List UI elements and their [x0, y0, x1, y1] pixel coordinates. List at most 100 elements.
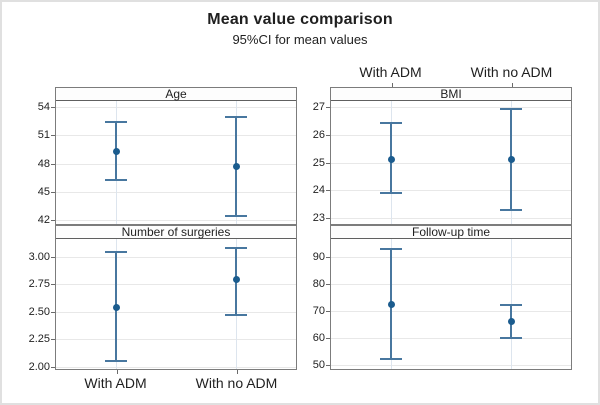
chart-subtitle: 95%CI for mean values	[232, 32, 368, 47]
y-tick-label: 60	[312, 331, 325, 344]
y-tick-label: 51	[37, 129, 50, 142]
plot-area-number-of-surgeries: 3.00 2.75 2.50 2.25 2.00	[29, 239, 296, 373]
error-bar-cap-bottom	[380, 192, 402, 195]
y-tick-mark	[51, 191, 55, 193]
h-gridline	[56, 191, 296, 193]
plot-area-age: 54 51 48 45 42	[38, 101, 296, 226]
panel-bmi: BMI 27 26 25 24 23	[313, 83, 572, 225]
y-tick-mark	[51, 284, 55, 286]
error-bar-cap-top	[500, 304, 522, 307]
y-tick-mark	[326, 106, 330, 108]
error-bar-cap-bottom	[500, 336, 522, 339]
h-gridline	[56, 339, 296, 341]
y-tick-label: 2.75	[28, 278, 50, 291]
h-gridline	[56, 284, 296, 286]
panel-strip: Age	[56, 88, 296, 101]
y-tick-label: 24	[312, 184, 325, 197]
y-tick-mark	[326, 310, 330, 312]
x-tick-mark	[237, 370, 238, 374]
h-gridline	[331, 190, 571, 192]
panel-follow-up-time: Follow-up time 90 80 70 60 50	[313, 225, 572, 371]
y-tick-mark	[326, 283, 330, 285]
error-bar-cap-top	[380, 122, 402, 125]
h-gridline	[56, 163, 296, 165]
y-tick-label: 50	[312, 358, 325, 371]
h-gridline	[56, 135, 296, 137]
y-tick-mark	[51, 220, 55, 222]
y-tick-mark	[326, 256, 330, 258]
bottom-axis-label-with-no-adm: With no ADM	[195, 375, 278, 391]
mean-marker	[507, 318, 515, 326]
panel-strip: BMI	[331, 88, 571, 101]
y-tick-label: 54	[37, 101, 50, 114]
y-tick-mark	[51, 163, 55, 165]
plot-area-bmi: 27 26 25 24 23	[313, 101, 571, 224]
y-tick-label: 3.00	[28, 250, 50, 263]
top-axis-label-with-no-adm: With no ADM	[470, 64, 553, 80]
panel-strip: Number of surgeries	[56, 226, 296, 239]
h-gridline	[331, 218, 571, 220]
y-tick-mark	[326, 162, 330, 164]
y-tick-label: 2.50	[28, 305, 50, 318]
h-gridline	[331, 134, 571, 136]
error-bar-cap-top	[500, 108, 522, 111]
x-tick-mark	[512, 83, 513, 87]
h-gridline	[331, 364, 571, 366]
panel-title-bmi: BMI	[440, 87, 462, 101]
y-tick-label: 48	[37, 157, 50, 170]
y-tick-mark	[326, 218, 330, 220]
y-tick-label: 25	[312, 156, 325, 169]
error-bar-cap-bottom	[380, 358, 402, 361]
y-tick-label: 80	[312, 277, 325, 290]
mean-marker	[232, 163, 240, 170]
y-tick-label: 26	[312, 128, 325, 141]
y-tick-mark	[51, 311, 55, 313]
y-tick-label: 2.00	[28, 360, 50, 373]
y-tick-mark	[326, 134, 330, 136]
x-tick-mark	[117, 370, 118, 374]
h-gridline	[56, 220, 296, 222]
h-gridline	[331, 256, 571, 258]
mean-marker	[387, 300, 395, 308]
h-gridline	[331, 283, 571, 285]
h-gridline	[331, 310, 571, 312]
panel-strip: Follow-up time	[331, 226, 571, 239]
y-tick-label: 45	[37, 185, 50, 198]
mean-marker	[112, 303, 120, 311]
h-gridline	[56, 107, 296, 109]
h-gridline	[56, 311, 296, 313]
error-bar-cap-bottom	[225, 314, 247, 317]
x-tick-mark	[392, 83, 393, 87]
y-tick-mark	[51, 256, 55, 258]
h-gridline	[331, 337, 571, 339]
mean-marker	[112, 147, 120, 155]
panel-title-age: Age	[165, 87, 187, 101]
y-tick-label: 70	[312, 304, 325, 317]
mean-marker	[387, 156, 395, 164]
bottom-axis-label-with-adm: With ADM	[84, 375, 147, 391]
y-tick-mark	[51, 107, 55, 109]
error-bar-cap-top	[380, 247, 402, 250]
panel-age: Age 54 51 48 45 42	[38, 87, 297, 226]
y-tick-label: 2.25	[28, 333, 50, 346]
panel-number-of-surgeries: Number of surgeries 3.00 2.75 2.50 2.25 2.00	[29, 225, 297, 374]
h-gridline	[331, 106, 571, 108]
h-gridline	[331, 162, 571, 164]
y-tick-label: 42	[37, 214, 50, 227]
panel-title-number-of-surgeries: Number of surgeries	[121, 225, 231, 239]
top-axis-label-with-adm: With ADM	[359, 64, 422, 80]
y-tick-mark	[326, 337, 330, 339]
error-bar-cap-top	[225, 246, 247, 249]
y-tick-label: 90	[312, 250, 325, 263]
y-tick-mark	[326, 190, 330, 192]
error-bar-cap-top	[225, 115, 247, 118]
error-bar-cap-bottom	[105, 178, 127, 181]
error-bar-cap-bottom	[500, 209, 522, 212]
mean-marker	[507, 156, 515, 164]
panel-title-follow-up-time: Follow-up time	[411, 225, 491, 239]
chart-title: Mean value comparison	[207, 11, 393, 28]
h-gridline	[56, 366, 296, 368]
y-tick-label: 27	[312, 100, 325, 113]
y-tick-mark	[51, 339, 55, 341]
